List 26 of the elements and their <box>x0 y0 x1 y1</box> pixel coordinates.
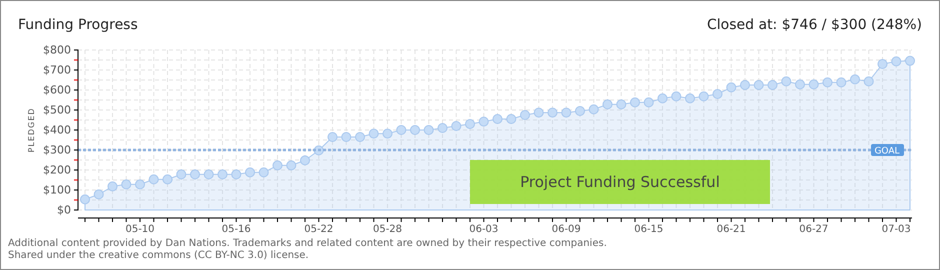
x-tick-label: 06-09 <box>552 224 581 236</box>
ref-line-label: GOAL <box>874 146 900 156</box>
x-tick-label: 05-22 <box>304 224 334 236</box>
x-tick-label: 05-16 <box>222 224 251 236</box>
y-tick-label: $500 <box>43 104 71 117</box>
y-tick-label: $600 <box>43 84 71 97</box>
x-tick-label: 05-28 <box>372 224 402 236</box>
y-tick-label: $100 <box>43 184 71 197</box>
y-axis-title: PLEDGED <box>27 108 36 152</box>
x-tick-label: 06-21 <box>716 224 746 236</box>
x-tick-label: 06-03 <box>469 224 498 236</box>
y-tick-label: $300 <box>43 144 71 157</box>
text: Additional content provided by Dan Nations. Trademarks and related content are owned by their respective companies. <box>8 238 607 249</box>
x-tick-label: 05-10 <box>125 224 155 236</box>
annotation: Project Funding Successful <box>520 173 720 191</box>
y-tick-label: $200 <box>43 164 71 177</box>
x-tick-label: 07-03 <box>882 224 911 236</box>
y-tick-label: $800 <box>43 44 71 57</box>
chart-title: Funding Progress <box>18 17 138 33</box>
y-tick-label: $700 <box>43 64 71 77</box>
y-tick-label: $0 <box>57 204 71 217</box>
y-tick-label: $400 <box>43 124 71 137</box>
text: Closed at: $746 / $300 (248%) <box>707 17 922 33</box>
text: Shared under the creative commons (CC BY-NC 3.0) license. <box>8 250 309 261</box>
x-tick-label: 06-27 <box>799 224 828 236</box>
x-tick-label: 06-15 <box>634 224 664 236</box>
